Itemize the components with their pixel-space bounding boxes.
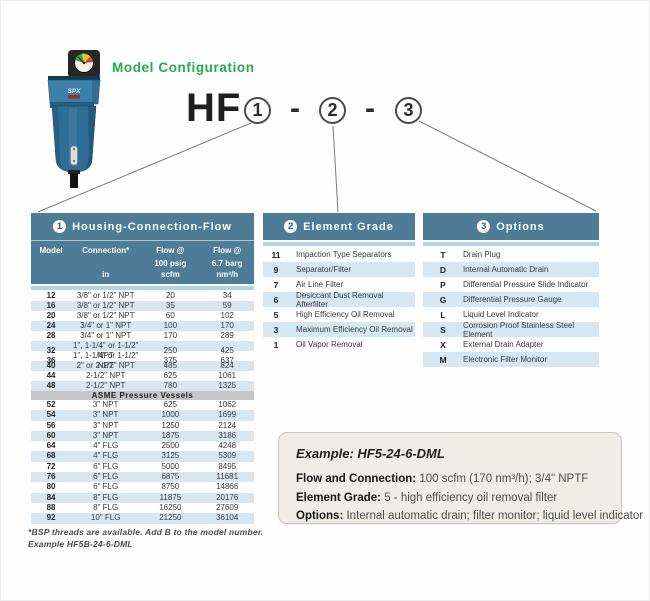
product-image: SPX [47, 50, 101, 188]
col-header-flow2: Flow @ [213, 246, 242, 255]
table-element-grade: 2 Element Grade 11 Impaction Type Separa… [263, 213, 415, 352]
example-title: Example: HF5-24-6-DML [296, 446, 445, 461]
list-item: X External Drain Adapter [440, 339, 544, 350]
col-header-model: Model [39, 246, 63, 255]
table-row: 72 6" FLG 5000 8495 [46, 461, 237, 471]
circled-number-2: 2 [284, 220, 298, 233]
table-row: 56 3" NPT 1250 2124 [46, 420, 237, 430]
circled-number-1: 1 [53, 220, 67, 233]
example-line: Element Grade: 5 - high efficiency oil r… [296, 491, 558, 504]
list-item: M Electronic Filter Monitor [423, 352, 599, 367]
list-item: 7 Air Line Filter [273, 279, 344, 290]
table-row: 24 3/4" or 1" NPT 100 170 [31, 321, 254, 331]
col-header-flow2-unit: nm³/h [216, 270, 239, 279]
col-header-flow1-cond: 100 psig [154, 259, 187, 268]
list-item: T Drain Plug [440, 249, 501, 260]
table-row: 80 6" FLG 8750 14866 [46, 482, 239, 492]
table1-title: Housing-Connection-Flow [72, 220, 232, 233]
list-item: 5 High Efficiency Oil Removal [273, 309, 395, 320]
table1-header: 1 Housing-Connection-Flow Model Connecti… [31, 213, 254, 284]
drain-stub [70, 173, 78, 188]
model-dash-2: - [365, 92, 375, 125]
list-item: 3 Maximum Efficiency Oil Removal [263, 322, 415, 337]
list-item: P Differential Pressure Slide Indicator [440, 279, 589, 290]
footnote-line-2: Example HF5B-24-6-DML [28, 538, 133, 549]
table-row: 92 10" FLG 21250 36104 [31, 513, 254, 524]
brand-label: SPX [67, 88, 81, 95]
list-item: 11 Impaction Type Separators [271, 249, 392, 260]
circled-number-3: 3 [477, 220, 491, 233]
list-item: S Corrosion Proof Stainless Steel Elemen… [423, 321, 599, 339]
col-header-flow1: Flow @ [156, 246, 185, 255]
table-row: 76 6" FLG 6875 11681 [31, 472, 254, 483]
col-header-flow2-cond: 6.7 barg [211, 259, 243, 268]
list-item: G Differential Pressure Gauge [423, 292, 599, 307]
model-part-circle-1: 1 [244, 97, 271, 124]
table-row: 32 1", 1-1/4" or 1-1/2" NPT 250 425 [31, 341, 254, 360]
table1-column-headers: Model Connection* in Flow @ 100 psig scf… [31, 240, 254, 284]
list-item: 9 Separator/Filter [263, 262, 415, 277]
list-item: 1 Oil Vapor Removal [273, 339, 363, 350]
table-row: 64 4" FLG 2500 4248 [46, 441, 237, 451]
table-row: 16 3/8" or 1/2" NPT 35 59 [31, 301, 254, 311]
table3-title: Options [496, 220, 545, 233]
table-row: 52 3" NPT 625 1062 [46, 400, 237, 409]
table2-rows: 11 Impaction Type Separators 9 Separator… [263, 247, 415, 352]
model-part-circle-3: 3 [395, 97, 422, 124]
footnote: *BSP threads are available. Add B to the… [28, 527, 278, 550]
col-header-flow1-unit: scfm [161, 270, 180, 279]
table1-asme-rows: 52 3" NPT 625 1062 54 3" NPT 1000 1699 5… [31, 400, 254, 524]
table-row: 54 3" NPT 1000 1699 [31, 410, 254, 421]
model-part-circle-2: 2 [319, 97, 346, 124]
table-row: 48 2-1/2" NPT 780 1325 [31, 381, 254, 391]
header-accent-strip [31, 286, 254, 290]
table3-rows: T Drain Plug D Internal Automatic Drain … [423, 247, 599, 367]
model-prefix: HF [186, 86, 242, 130]
table-row: 84 8" FLG 11875 20176 [31, 492, 254, 503]
table-row: 44 2-1/2" NPT 625 1061 [46, 371, 237, 380]
table-row: 20 3/8" or 1/2" NPT 60 102 [46, 311, 234, 320]
table-options: 3 Options T Drain Plug D Internal Automa… [423, 213, 599, 367]
table-row: 60 3" NPT 1875 3186 [31, 430, 254, 442]
sight-glass [70, 145, 78, 166]
model-dash-1: - [290, 92, 300, 125]
col-header-connection-unit: in [102, 270, 110, 279]
page-title: Model Configuration [112, 60, 255, 75]
table-row: 28 3/4" or 1" NPT 170 289 [46, 331, 234, 340]
example-line: Flow and Connection: 100 scfm (170 nm³/h… [296, 473, 589, 485]
table2-title: Element Grade [303, 220, 394, 233]
table3-header: 3 Options [423, 213, 599, 240]
filter-head [47, 79, 101, 105]
list-item: D Internal Automatic Drain [423, 262, 599, 277]
table-row: 88 8" FLG 16250 27609 [46, 502, 239, 512]
list-item: L Liquid Level Indicator [440, 309, 539, 320]
table-row: 12 3/8" or 1/2" NPT 20 34 [46, 291, 232, 300]
header-accent-strip [263, 242, 415, 246]
example-box: Example: HF5-24-6-DML Flow and Connectio… [278, 432, 644, 526]
col-header-connection: Connection* [82, 246, 130, 255]
table2-header: 2 Element Grade [263, 213, 415, 240]
asme-section-band: ASME Pressure Vessels [31, 391, 254, 400]
table-housing-connection-flow: 1 Housing-Connection-Flow Model Connecti… [31, 213, 254, 524]
header-accent-strip [423, 242, 599, 246]
example-line: Options: Internal automatic drain; filte… [296, 510, 644, 522]
example-lines: Flow and Connection: 100 scfm (170 nm³/h… [296, 470, 644, 526]
footnote-line-1: *BSP threads are available. Add B to the… [28, 527, 264, 537]
table1-rows: 12 3/8" or 1/2" NPT 20 34 16 3/8" or 1/2… [31, 291, 254, 391]
table-row: 36 1", 1-1/4" or 1-1/2" NPT 375 637 [46, 351, 234, 370]
list-item: 6 Desiccant Dust Removal Afterfilter [263, 291, 415, 309]
table-row: 40 2" or 2-1/2" NPT 485 824 [31, 361, 254, 371]
table-row: 68 4" FLG 3125 5309 [31, 451, 254, 462]
